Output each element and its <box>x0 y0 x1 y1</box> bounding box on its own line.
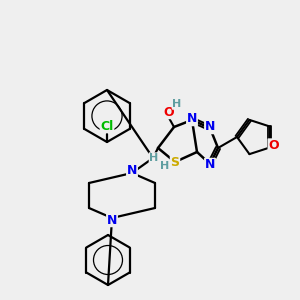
Text: H: H <box>149 153 159 163</box>
Text: O: O <box>164 106 174 118</box>
Text: Cl: Cl <box>100 119 114 133</box>
Text: N: N <box>127 164 137 178</box>
Text: O: O <box>268 139 279 152</box>
Text: N: N <box>107 214 117 226</box>
Text: N: N <box>205 121 215 134</box>
Text: H: H <box>172 99 182 109</box>
Text: H: H <box>160 161 169 171</box>
Text: N: N <box>187 112 197 125</box>
Text: S: S <box>170 155 179 169</box>
Text: N: N <box>205 158 215 172</box>
